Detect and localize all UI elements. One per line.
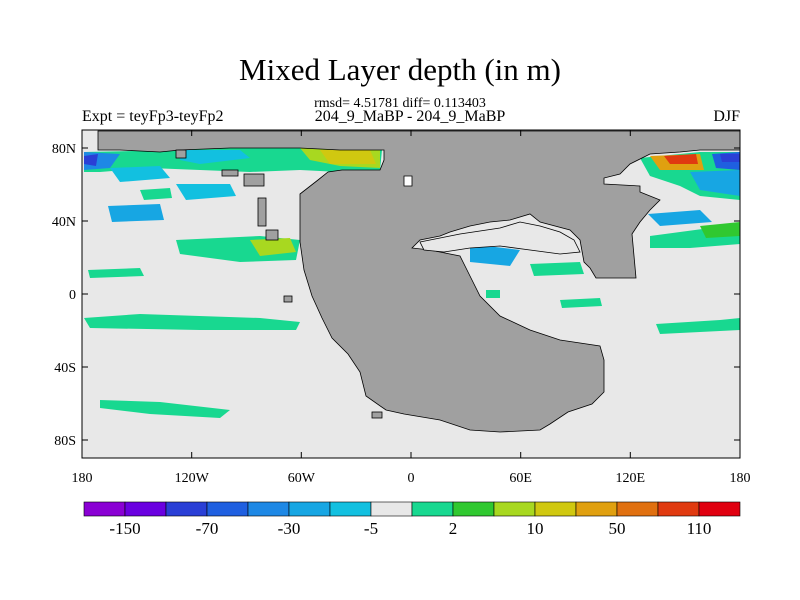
colorbar: -150 -70 -30 -5 2 10 50 110 (83, 501, 741, 538)
colorbar-swatch (124, 501, 167, 517)
anomaly-patch (100, 400, 230, 418)
lon-tick-label: 60E (509, 471, 532, 486)
colorbar-label: -150 (109, 519, 140, 538)
stats-line: rmsd= 4.51781 diff= 0.113403 (314, 96, 486, 111)
colorbar-swatch (616, 501, 659, 517)
colorbar-swatch (411, 501, 454, 517)
land-masks (97, 130, 741, 433)
anomaly-patch (84, 314, 300, 330)
colorbar-swatch (165, 501, 208, 517)
anomaly-patch (656, 318, 740, 334)
lon-tick-label: 120W (175, 471, 210, 486)
colorbar-swatch (206, 501, 249, 517)
anomaly-patch (560, 298, 602, 308)
lat-tick-label: 40N (52, 215, 76, 230)
ocean-gap (403, 175, 413, 187)
colorbar-swatch (247, 501, 290, 517)
colorbar-swatch (83, 501, 126, 517)
land-holes (403, 175, 581, 255)
colorbar-label: 2 (449, 519, 458, 538)
lon-tick-label: 60W (288, 471, 316, 486)
colorbar-label: 10 (527, 519, 544, 538)
lat-tick-label: 40S (54, 361, 76, 376)
anomaly-patch (84, 154, 98, 166)
anomaly-patch (690, 170, 740, 196)
anomaly-patch (110, 166, 170, 182)
colorbar-swatch (575, 501, 618, 517)
case-label: 204_9_MaBP - 204_9_MaBP (314, 108, 506, 125)
experiment-label: Expt = teyFp3-teyFp2 (82, 108, 224, 125)
colorbar-label: -5 (364, 519, 378, 538)
colorbar-label: -30 (278, 519, 301, 538)
colorbar-swatch (493, 501, 536, 517)
anomaly-patch (470, 244, 520, 266)
anomaly-patch (88, 268, 144, 278)
anomaly-patch (176, 184, 236, 200)
anomaly-patch (648, 210, 712, 226)
chart-title: Mixed Layer depth (in m) (239, 52, 561, 87)
latitude-axis: 80N 40N 0 40S 80S (52, 142, 740, 449)
lon-tick-label: 180 (730, 471, 751, 486)
lat-tick-label: 0 (69, 288, 76, 303)
anomaly-patch (700, 222, 740, 238)
lon-tick-label: 0 (408, 471, 415, 486)
anomaly-patch (140, 188, 172, 200)
colorbar-label: 50 (609, 519, 626, 538)
colorbar-swatch (657, 501, 700, 517)
anomaly-patch (108, 204, 164, 222)
anomaly-patch (664, 154, 698, 164)
small-islands (175, 149, 383, 419)
anomaly-patch (320, 150, 376, 164)
anomaly-patch (250, 238, 296, 256)
anomaly-field (84, 146, 740, 418)
anomaly-patch (180, 150, 250, 164)
colorbar-swatch (534, 501, 577, 517)
colorbar-swatch (698, 501, 741, 517)
colorbar-swatch (329, 501, 372, 517)
colorbar-label: -70 (196, 519, 219, 538)
lon-tick-label: 180 (72, 471, 93, 486)
lat-tick-label: 80S (54, 434, 76, 449)
anomaly-patch (530, 262, 584, 276)
anomaly-patch (720, 154, 740, 162)
colorbar-swatch (370, 501, 413, 517)
anomaly-patch (486, 290, 500, 298)
lat-tick-label: 80N (52, 142, 76, 157)
lon-tick-label: 120E (616, 471, 646, 486)
longitude-axis: 180 120W 60W 0 60E 120E 180 (72, 130, 751, 486)
inland-sea (419, 221, 581, 255)
colorbar-swatch (288, 501, 331, 517)
colorbar-swatch (452, 501, 495, 517)
land-north-america (97, 130, 741, 433)
season-label: DJF (713, 108, 740, 125)
colorbar-label: 110 (687, 519, 712, 538)
